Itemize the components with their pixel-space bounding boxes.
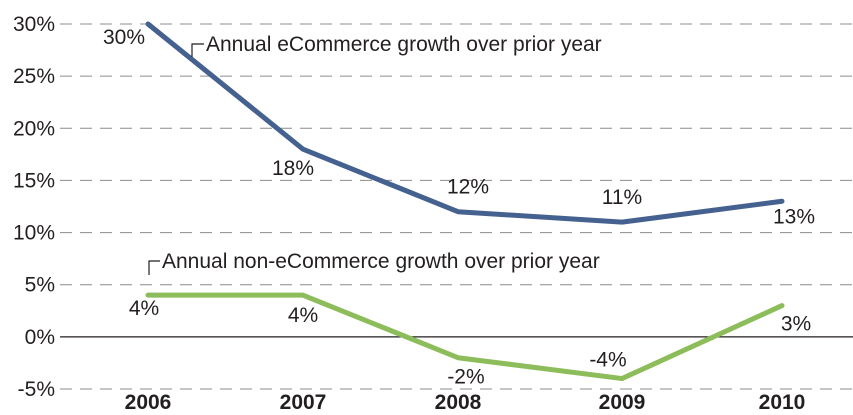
- y-tick-label: 5%: [25, 274, 55, 297]
- y-tick-label: 20%: [13, 117, 55, 140]
- ecommerce-data-label: 18%: [272, 157, 314, 180]
- non-ecommerce-series-line: [145, 292, 785, 382]
- callout-leader: [148, 260, 160, 275]
- x-tick-label: 2010: [759, 391, 806, 414]
- ecommerce-series-label: Annual eCommerce growth over prior year: [206, 33, 602, 56]
- x-tick-label: 2008: [435, 391, 482, 414]
- x-tick-label: 2006: [125, 391, 172, 414]
- y-tick-label: 25%: [13, 65, 55, 88]
- non-ecommerce-data-label: -2%: [447, 366, 484, 389]
- y-tick-label: 0%: [25, 326, 55, 349]
- y-tick-label: 10%: [13, 222, 55, 245]
- ecommerce-data-label: 13%: [773, 205, 815, 228]
- y-axis-ticks: 30% 25% 20% 15% 10% 5% 0% -5%: [13, 13, 55, 401]
- data-labels: 30% 18% 12% 11% 13% 4% 4% -2% -4% 3%: [103, 26, 815, 389]
- ecommerce-data-label: 11%: [602, 186, 642, 209]
- ecommerce-series-line: [145, 21, 785, 225]
- x-tick-label: 2009: [599, 391, 646, 414]
- non-ecommerce-data-label: -4%: [589, 349, 626, 372]
- x-tick-label: 2007: [280, 391, 327, 414]
- x-axis-ticks: 2006 2007 2008 2009 2010: [125, 391, 806, 414]
- gridlines: [60, 23, 853, 390]
- non-ecommerce-data-label: 4%: [288, 304, 318, 327]
- ecommerce-data-label: 12%: [447, 176, 489, 199]
- non-ecommerce-data-label: 4%: [129, 297, 159, 320]
- y-tick-label: -5%: [18, 378, 55, 401]
- y-tick-label: 30%: [13, 13, 55, 36]
- series-callouts: Annual eCommerce growth over prior year A…: [148, 33, 602, 275]
- ecommerce-data-label: 30%: [103, 26, 145, 49]
- non-ecommerce-series-label: Annual non-eCommerce growth over prior y…: [162, 250, 600, 273]
- callout-leader: [191, 43, 204, 57]
- series-lines: [145, 21, 785, 382]
- non-ecommerce-data-label: 3%: [781, 313, 811, 336]
- y-tick-label: 15%: [13, 169, 55, 192]
